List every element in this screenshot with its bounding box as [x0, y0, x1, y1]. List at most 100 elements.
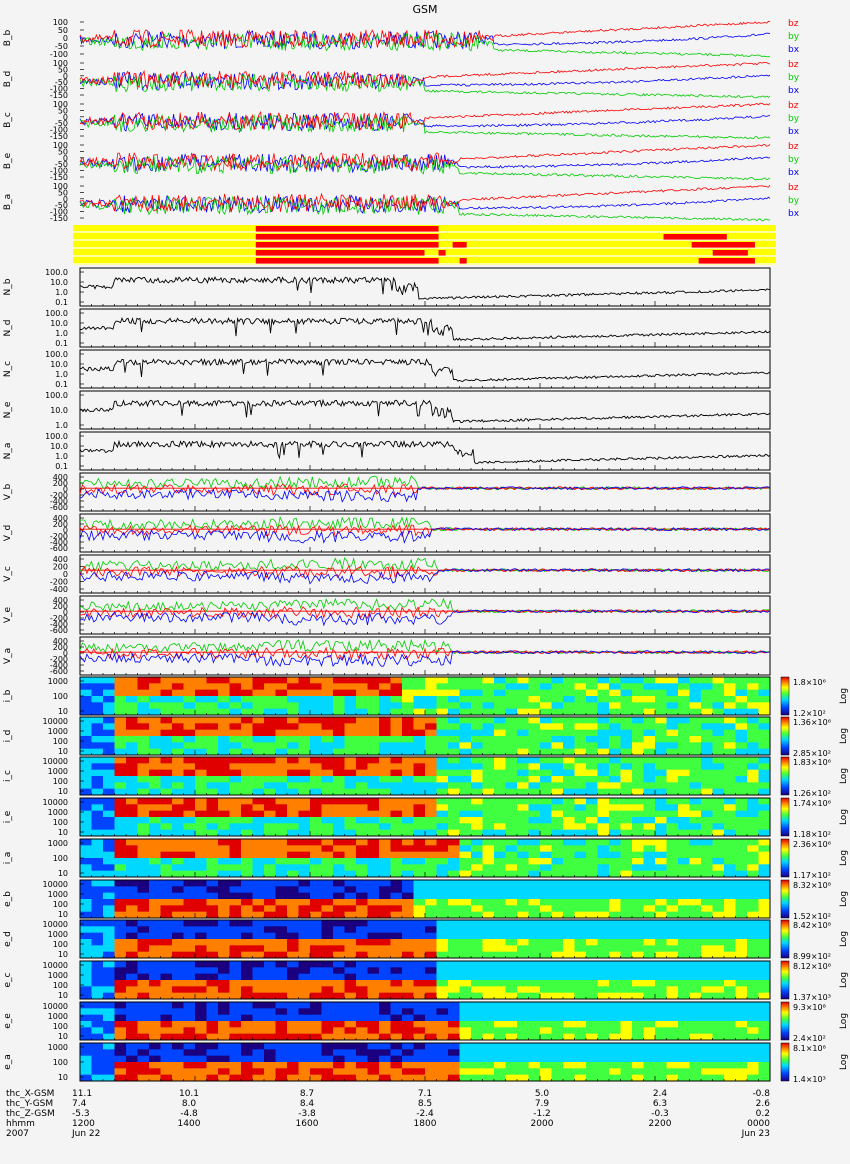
spectrogram-cell [218, 782, 230, 790]
spectrogram-cell [126, 788, 138, 796]
spectrogram-cell [459, 870, 472, 878]
spectrogram-cell [448, 829, 460, 837]
spectrogram-cell [287, 708, 299, 716]
spectrogram-cell [264, 817, 276, 824]
spectrogram-cell [436, 1055, 449, 1063]
spectrogram-cell [91, 961, 104, 968]
spectrogram-cell [689, 992, 702, 1000]
spectrogram-cell [471, 769, 483, 777]
spectrogram-cell [390, 810, 403, 818]
spectrogram-cell [390, 677, 403, 684]
spectrogram-cell [448, 1074, 460, 1082]
colorbar-label: Log [839, 728, 849, 744]
spectrogram-cell [586, 920, 598, 927]
spectrogram-cell [172, 967, 184, 975]
spectrogram-cell [448, 736, 460, 743]
spectrogram-cell [252, 951, 265, 959]
spectrogram-cell [459, 845, 472, 853]
spectrogram-cell [287, 736, 299, 743]
spectrogram-cell [321, 858, 334, 865]
spectrogram-cell [482, 757, 495, 764]
spectrogram-cell [241, 839, 253, 846]
y-tick-label: 10 [58, 991, 68, 1000]
spectrogram-cell [137, 945, 150, 953]
spectrogram-cell [321, 845, 334, 853]
spectrogram-cell [517, 748, 529, 756]
spectrogram-cell [574, 723, 587, 731]
spectrogram-cell [275, 886, 288, 894]
spectrogram-cell [517, 689, 529, 697]
spectrogram-cell [264, 1043, 276, 1050]
spectrogram-cell [597, 696, 610, 703]
spectrogram-cell [356, 939, 368, 946]
spectrogram-cell [344, 776, 357, 783]
spectrogram-cell [252, 810, 265, 818]
spectrogram-cell [367, 980, 380, 987]
spectrogram-cell [563, 798, 575, 805]
spectrogram-cell [632, 1033, 644, 1041]
spectrogram-cell [218, 748, 230, 756]
spectrogram-cell [735, 736, 748, 743]
spectrogram-cell [448, 1021, 460, 1028]
spectrogram-cell [574, 829, 587, 837]
spectrogram-cell [413, 742, 426, 750]
y-tick-label: 400 [53, 637, 68, 646]
spectrogram-cell [402, 939, 414, 946]
legend-bx: bx [788, 127, 800, 137]
spectrogram-cell [574, 1027, 587, 1035]
spectrogram-cell [275, 742, 288, 750]
spectrogram-cell [517, 961, 529, 968]
spectrogram-cell [160, 1002, 173, 1009]
spectrogram-cell [551, 864, 564, 872]
spectrogram-cell [574, 1008, 587, 1016]
spectrogram-cell [195, 823, 207, 831]
spectrogram-cell [333, 742, 345, 750]
spectrogram-cell [413, 967, 426, 975]
spectrogram-cell [586, 1002, 598, 1009]
spectrogram-cell [310, 851, 322, 859]
spectrogram-cell [229, 939, 242, 946]
spectrogram-cell [574, 932, 587, 940]
spectrogram-cell [620, 939, 633, 946]
spectrogram-cell [471, 717, 483, 724]
spectrogram-cell [459, 973, 472, 981]
spectrogram-cell [379, 864, 391, 872]
spectrogram-cell [241, 1008, 253, 1016]
spectrogram-cell [195, 1033, 207, 1041]
spectrogram-cell [448, 858, 460, 865]
spectrogram-cell [551, 769, 564, 777]
spectrogram-cell [114, 782, 127, 790]
y-tick-label: 400 [53, 596, 68, 605]
spectrogram-cell [563, 980, 575, 987]
spectrogram-cell [505, 967, 518, 975]
spectrogram-cell [229, 1014, 242, 1022]
spectrogram-cell [505, 829, 518, 837]
spectrogram-cell [183, 689, 196, 697]
spectrogram-cell [172, 804, 184, 812]
spectrogram-cell [379, 782, 391, 790]
spectrogram-cell [735, 702, 748, 710]
spectrogram-cell [482, 689, 495, 697]
spectrogram-cell [252, 892, 265, 900]
spectrogram-cell [183, 742, 196, 750]
spectrogram-cell [367, 845, 380, 853]
spectrogram-cell [310, 677, 322, 684]
spectrogram-cell [471, 829, 483, 837]
spectrogram-cell [310, 1027, 322, 1035]
spectrogram-cell [655, 798, 667, 805]
spectrogram-cell [413, 829, 426, 837]
spectrogram-cell [149, 1014, 161, 1022]
spectrogram-cell [758, 817, 771, 824]
spectrogram-cell [344, 798, 357, 805]
spectrogram-cell [206, 1074, 219, 1082]
spectrogram-cell [91, 788, 104, 796]
spectrogram-cell [183, 886, 196, 894]
spectrogram-cell [643, 967, 656, 975]
spectrogram-cell [505, 683, 518, 691]
spectrogram-cell [517, 1021, 529, 1028]
spectrogram-cell [701, 717, 713, 724]
panel-ylabel: B_c [3, 112, 13, 128]
spectrogram-cell [724, 973, 736, 981]
spectrogram-cell [241, 905, 253, 913]
spectrogram-cell [712, 845, 725, 853]
